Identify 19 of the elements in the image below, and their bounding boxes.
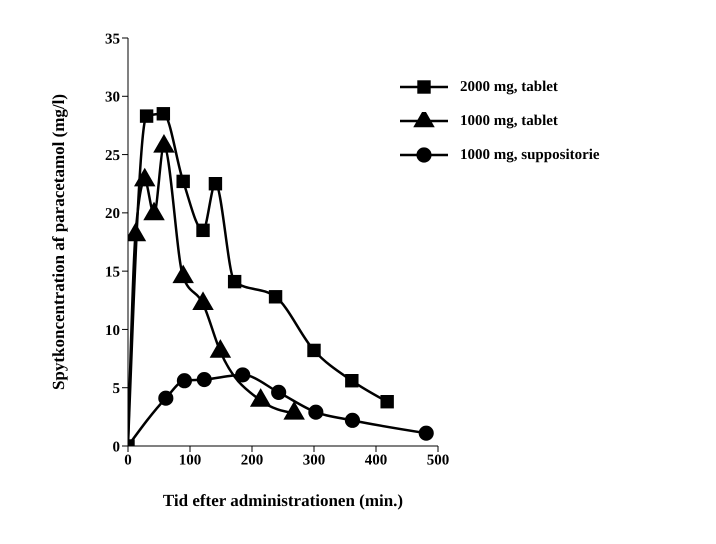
y-tick-label: 35 [105, 31, 120, 48]
y-tick-label: 15 [105, 264, 120, 280]
y-tick-label: 30 [105, 90, 120, 106]
y-tick-label: 5 [112, 381, 120, 398]
x-tick-label: 300 [302, 452, 326, 469]
x-axis-title: Tid efter administrationen (min.) [162, 491, 404, 510]
y-tick-label: 25 [105, 148, 120, 164]
x-tick-label: 200 [240, 452, 264, 469]
x-tick-label: 500 [426, 452, 450, 469]
legend-label: 1000 mg, suppositorie [460, 146, 600, 164]
legend-label: 1000 mg, tablet [460, 112, 558, 130]
y-axis-title: Spytkoncentration af paracetamol (mg/l) [49, 94, 68, 390]
x-tick-label: 100 [178, 452, 202, 469]
legend-label: 2000 mg, tablet [460, 78, 558, 96]
y-tick-label: 0 [112, 439, 120, 456]
y-tick-label: 20 [105, 206, 120, 222]
x-tick-label: 0 [124, 452, 132, 469]
x-tick-label: 400 [364, 452, 388, 469]
y-tick-label: 10 [105, 322, 120, 339]
